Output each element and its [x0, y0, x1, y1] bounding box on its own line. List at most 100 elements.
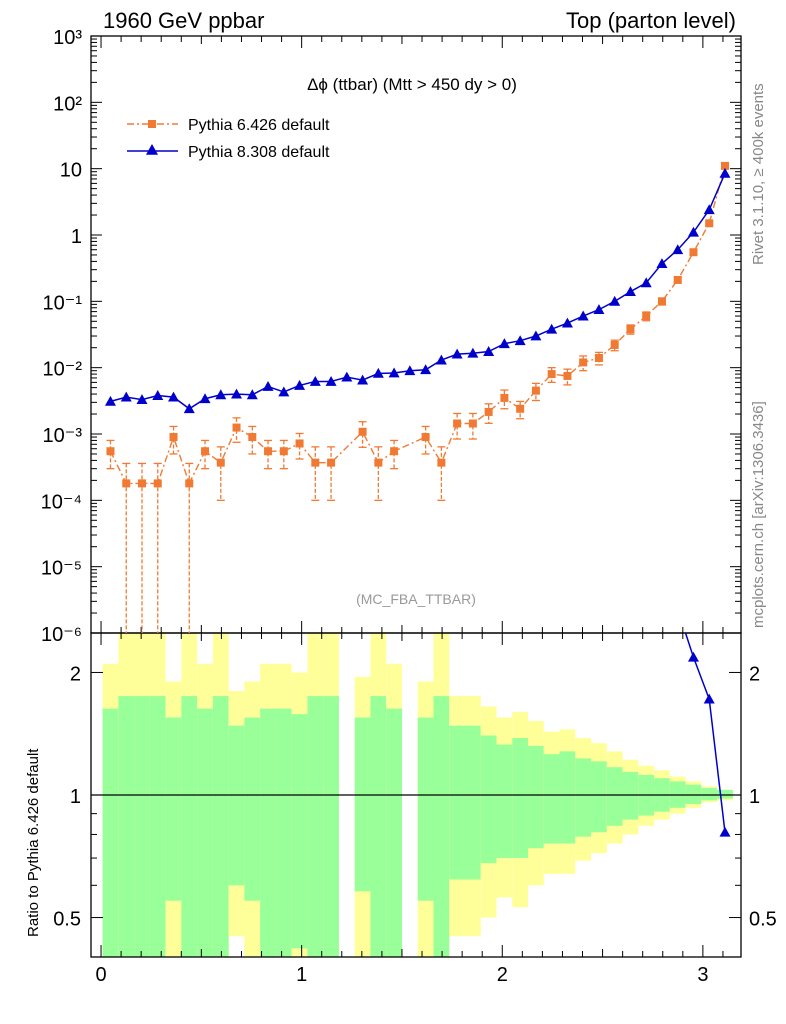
ratio-band-inner [228, 725, 245, 886]
y-tick-label: 10⁻¹ [43, 292, 83, 314]
pythia6-marker [594, 353, 603, 362]
pythia8-marker [435, 354, 447, 365]
pythia8-marker [514, 335, 526, 346]
ratio-band-inner [291, 714, 308, 949]
y-tick-label: 10⁻⁵ [41, 558, 82, 580]
ratio-band-inner [480, 735, 497, 864]
x-tick-label: 3 [697, 964, 708, 986]
pythia6-marker [437, 458, 446, 467]
pythia8-marker [546, 323, 558, 334]
ratio-y-axis-label: Ratio to Pythia 6.426 default [25, 748, 42, 937]
ratio-pythia8-marker [719, 826, 731, 837]
y-tick-label: 10 [60, 160, 82, 182]
header-right-label: Top (parton level) [566, 8, 736, 33]
ratio-band-inner [165, 717, 182, 901]
ratio-band-inner [559, 751, 576, 844]
pythia8-marker [120, 391, 132, 402]
pythia8-marker [483, 346, 495, 356]
pythia6-marker [579, 358, 588, 367]
pythia8-marker [325, 375, 337, 386]
pythia8-marker [104, 395, 116, 406]
pythia8-marker [246, 389, 258, 400]
source-side-label: mcplots.cern.ch [arXiv:1306.3436] [750, 401, 767, 628]
ratio-band-inner [134, 696, 150, 957]
pythia8-marker [183, 403, 195, 414]
pythia6-marker [547, 370, 556, 379]
watermark-label: (MC_FBA_TTBAR) [356, 591, 476, 607]
pythia8-marker [309, 375, 321, 386]
y-tick-label: 10⁻⁶ [41, 624, 82, 646]
pythia6-marker [531, 386, 540, 395]
y-tick-label: 10² [53, 93, 82, 115]
ratio-band-inner [449, 725, 466, 880]
pythia8-marker [357, 374, 369, 385]
legend-marker-pythia6 [148, 120, 156, 128]
pythia8-marker [577, 310, 589, 321]
pythia8-marker [199, 393, 211, 404]
pythia6-marker [295, 439, 304, 448]
ratio-y-tick-label-right: 0.5 [749, 909, 777, 931]
x-tick-label: 1 [296, 964, 307, 986]
ratio-band-inner [307, 696, 324, 957]
ratio-band-inner [717, 789, 733, 799]
pythia8-marker [624, 286, 636, 297]
pythia6-marker [153, 479, 162, 488]
ratio-band-inner [102, 708, 119, 957]
pythia6-marker [500, 393, 509, 402]
pythia8-marker [341, 371, 353, 382]
pythia6-marker [106, 447, 115, 456]
ratio-y-tick-label-left: 2 [70, 663, 81, 685]
pythia6-marker [468, 419, 477, 428]
pythia8-marker [215, 389, 227, 400]
pythia6-marker [705, 219, 714, 228]
ratio-band-inner [197, 708, 213, 957]
ratio-band-inner [354, 717, 371, 892]
ratio-band-inner [275, 708, 292, 957]
pythia6-marker [626, 325, 635, 334]
pythia6-marker [264, 447, 273, 456]
pythia8-marker [719, 167, 731, 178]
ratio-band-inner [575, 758, 592, 837]
ratio-band-inner [370, 696, 387, 957]
ratio-y-tick-label-left: 0.5 [53, 909, 81, 931]
ratio-band-inner [118, 696, 135, 957]
ratio-band-inner [417, 717, 434, 901]
ratio-band-inner [323, 696, 339, 957]
pythia6-marker [311, 458, 320, 467]
ratio-band-inner [464, 725, 481, 880]
pythia8-marker [294, 379, 306, 390]
pythia8-marker [687, 226, 699, 237]
ratio-band-inner [433, 696, 450, 957]
ratio-band-inner [543, 754, 560, 844]
ratio-pythia8-marker [703, 693, 715, 704]
pythia8-marker [530, 330, 542, 341]
pythia6-marker [720, 161, 729, 170]
ratio-band-inner [622, 771, 639, 820]
pythia6-marker [122, 479, 131, 488]
header-left-label: 1960 GeV ppbar [103, 8, 264, 33]
ratio-y-tick-label-right: 2 [749, 663, 760, 685]
pythia8-marker [152, 390, 164, 400]
pythia6-marker [279, 447, 288, 456]
ratio-band-inner [386, 708, 402, 957]
pythia8-marker [703, 204, 715, 215]
pythia6-marker [390, 447, 399, 456]
ratio-y-tick-label-right: 1 [749, 786, 760, 808]
pythia6-marker [137, 479, 146, 488]
ratio-band-inner [260, 708, 276, 957]
ratio-band-inner [606, 767, 623, 826]
pythia8-marker [609, 295, 621, 306]
pythia8-marker [561, 317, 573, 328]
pythia6-marker [201, 447, 210, 456]
pythia8-marker [278, 386, 290, 397]
pythia6-marker [232, 423, 241, 432]
pythia6-marker [421, 433, 430, 442]
pythia8-marker [593, 304, 605, 315]
y-tick-label: 1 [71, 226, 82, 248]
ratio-pythia8-marker [672, 604, 683, 614]
ratio-band-inner [149, 696, 166, 957]
ratio-band-inner [701, 788, 718, 801]
pythia8-marker [168, 391, 180, 402]
pythia6-marker [374, 458, 383, 467]
x-tick-label: 0 [95, 964, 106, 986]
